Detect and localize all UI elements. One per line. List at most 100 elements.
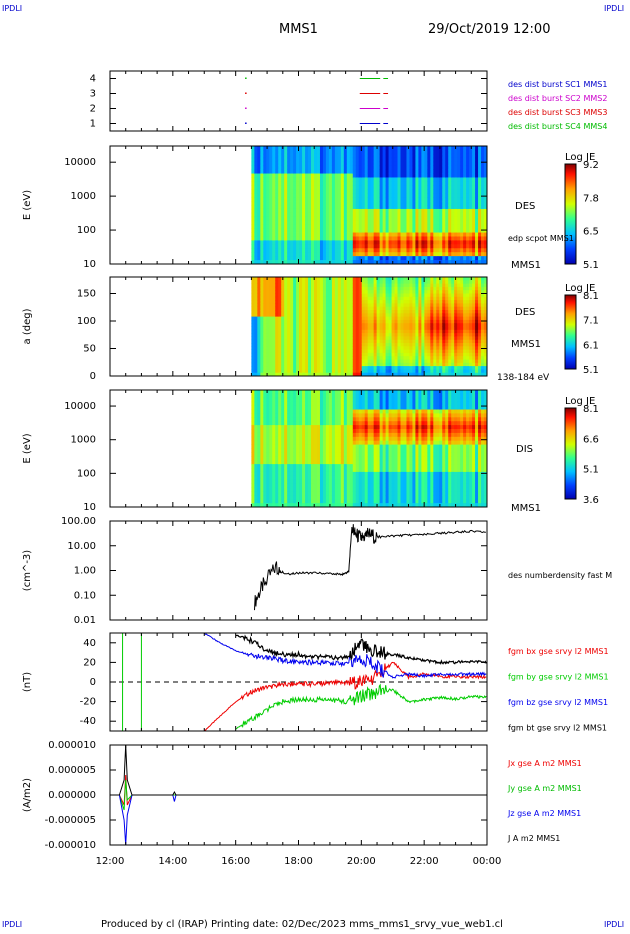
heatmap-cell (439, 329, 443, 334)
heatmap-cell (406, 313, 410, 317)
heatmap-cell (257, 306, 261, 311)
heatmap-cell (430, 165, 434, 170)
heatmap-cell (460, 201, 464, 206)
heatmap-cell (334, 359, 339, 364)
heatmap-cell (376, 169, 381, 174)
heatmap-cell (257, 290, 261, 294)
heatmap-cell (484, 244, 488, 249)
heatmap-cell (472, 244, 476, 249)
heatmap-cell (397, 146, 401, 151)
heatmap-cell (257, 417, 261, 422)
heatmap-cell (281, 306, 285, 311)
heatmap-cell (370, 149, 375, 155)
heatmap-cell (257, 356, 261, 360)
heatmap-cell (463, 216, 467, 222)
heatmap-cell (436, 157, 440, 163)
heatmap-cell (463, 306, 467, 311)
heatmap-cell (305, 343, 309, 347)
heatmap-cell (346, 277, 351, 281)
heatmap-cell (370, 240, 375, 245)
heatmap-cell (451, 290, 455, 294)
heatmap-cell (269, 352, 273, 357)
heatmap-cell (421, 149, 425, 155)
heatmap-cell (484, 362, 488, 367)
heatmap-cell (418, 316, 422, 321)
heatmap-cell (325, 300, 330, 304)
heatmap-cell (314, 300, 318, 304)
heatmap-cell (319, 201, 324, 206)
heatmap-cell (290, 310, 294, 314)
heatmap-cell (331, 310, 336, 314)
heatmap-cell (460, 252, 464, 257)
heatmap-cell (445, 193, 449, 198)
heatmap-cell (311, 252, 315, 257)
heatmap-cell (379, 165, 384, 170)
heatmap-cell (260, 436, 264, 442)
heatmap-cell (457, 161, 461, 167)
heatmap-cell (421, 290, 425, 294)
heatmap-cell (397, 280, 401, 284)
heatmap-cell (400, 349, 404, 354)
heatmap-cell (328, 352, 333, 357)
heatmap-cell (257, 169, 261, 174)
heatmap-cell (367, 146, 372, 151)
heatmap-cell (337, 326, 342, 331)
heatmap-cell (340, 349, 345, 354)
heatmap-cell (454, 352, 458, 357)
heatmap-cell (421, 369, 425, 374)
heatmap-cell (334, 336, 339, 341)
heatmap-cell (385, 290, 389, 294)
heatmap-cell (391, 280, 395, 284)
heatmap-cell (275, 157, 279, 163)
heatmap-cell (388, 336, 392, 341)
heatmap-cell (269, 177, 273, 182)
heatmap-cell (328, 205, 333, 210)
heatmap-cell (251, 495, 255, 500)
heatmap-cell (293, 224, 297, 229)
heatmap-cell (466, 220, 470, 226)
heatmap-cell (257, 471, 261, 477)
heatmap-cell (355, 293, 360, 298)
heatmap-cell (319, 352, 324, 357)
heatmap-cell (257, 212, 261, 218)
heatmap-cell (400, 313, 404, 317)
heatmap-cell (379, 316, 384, 321)
heatmap-cell (334, 296, 339, 301)
heatmap-cell (403, 316, 407, 321)
heatmap-cell (367, 220, 372, 226)
heatmap-cell (275, 329, 279, 334)
heatmap-cell (275, 346, 279, 350)
heatmap-cell (266, 471, 270, 477)
heatmap-cell (272, 440, 276, 445)
heatmap-cell (319, 369, 324, 374)
heatmap-cell (316, 185, 321, 190)
heatmap-cell (352, 372, 357, 377)
heatmap-cell (379, 220, 384, 226)
heatmap-cell (388, 220, 392, 226)
heatmap-cell (314, 201, 318, 206)
heatmap-cell (284, 323, 288, 327)
heatmap-cell (308, 290, 312, 294)
heatmap-cell (400, 277, 404, 281)
heatmap-cell (406, 181, 410, 186)
heatmap-cell (305, 277, 309, 281)
heatmap-cell (290, 306, 294, 311)
heatmap-cell (284, 352, 288, 357)
heatmap-cell (430, 310, 434, 314)
heatmap-cell (367, 339, 372, 344)
heatmap-cell (361, 313, 366, 317)
heatmap-cell (403, 343, 407, 347)
heatmap-cell (319, 181, 324, 186)
heatmap-cell (439, 293, 443, 298)
heatmap-cell (254, 224, 258, 229)
heatmap-cell (376, 177, 381, 182)
heatmap-cell (281, 319, 285, 324)
heatmap-cell (257, 352, 261, 357)
heatmap-cell (337, 333, 342, 337)
heatmap-cell (296, 244, 300, 249)
heatmap-cell (269, 343, 273, 347)
heatmap-cell (484, 185, 488, 190)
heatmap-cell (314, 177, 318, 182)
heatmap-cell (364, 240, 369, 245)
heatmap-cell (433, 326, 437, 331)
